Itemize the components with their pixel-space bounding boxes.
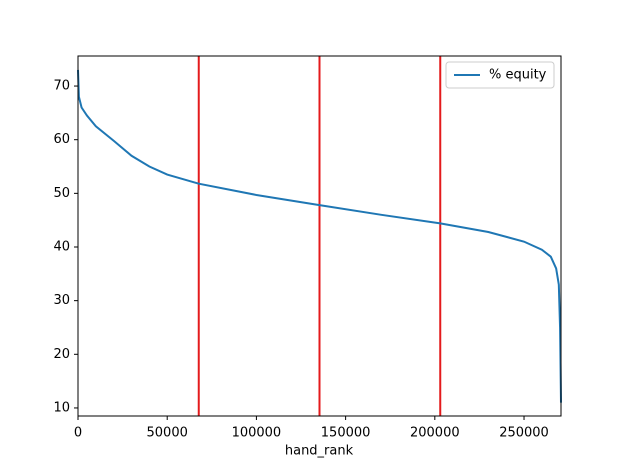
plot-frame (77, 55, 562, 417)
y-tick-label: 60 (53, 132, 70, 147)
legend: % equity (445, 61, 555, 89)
x-tick-label: 250000 (499, 426, 549, 441)
y-tick-label: 50 (53, 186, 70, 201)
y-tick-label: 70 (53, 79, 70, 94)
x-tick-label: 200000 (410, 426, 460, 441)
x-tick-label: 50000 (147, 426, 188, 441)
y-tick-label: 10 (53, 400, 70, 415)
legend-label: % equity (489, 68, 547, 83)
y-tick-label: 20 (53, 347, 70, 362)
y-tick-label: 40 (53, 239, 70, 254)
x-tick-label: 0 (74, 426, 82, 441)
legend-box (445, 61, 555, 89)
line-series (77, 69, 562, 403)
x-tick-label: 150000 (321, 426, 371, 441)
x-axis-label: hand_rank (285, 444, 354, 459)
x-tick-label: 100000 (232, 426, 282, 441)
y-tick-label: 30 (53, 293, 70, 308)
